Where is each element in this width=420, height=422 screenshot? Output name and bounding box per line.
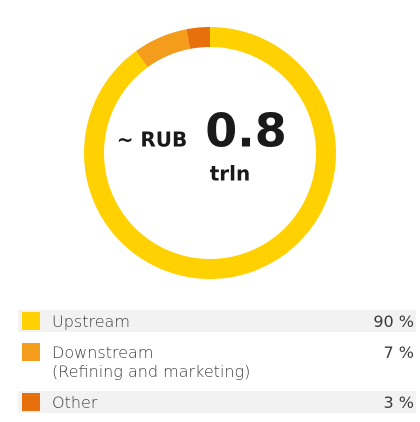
legend-label: Other (52, 393, 98, 412)
value-label: 7 % (383, 343, 414, 362)
slice (135, 29, 191, 68)
legend: Upstream 90 % Downstream (Refining and mar… (18, 310, 416, 422)
value-label: 90 % (373, 312, 414, 331)
legend-swatch (22, 393, 40, 411)
value-label: 3 % (383, 393, 414, 412)
center-value: 0.8 (205, 104, 287, 158)
legend-item: Other 3 % (18, 391, 416, 413)
chart: ~ RUB 0.8 trln (83, 27, 336, 279)
legend-swatch (22, 343, 40, 361)
legend-item: Downstream (Refining and marketing) 7 % (18, 341, 416, 382)
center-unit: trln (210, 162, 251, 186)
legend-label: Upstream (52, 312, 130, 331)
center-prefix: ~ RUB (117, 128, 188, 152)
legend-swatch (22, 312, 40, 330)
legend-label: Downstream (Refining and marketing) (52, 343, 251, 381)
legend-item: Upstream 90 % (18, 310, 416, 332)
slice (186, 27, 210, 49)
